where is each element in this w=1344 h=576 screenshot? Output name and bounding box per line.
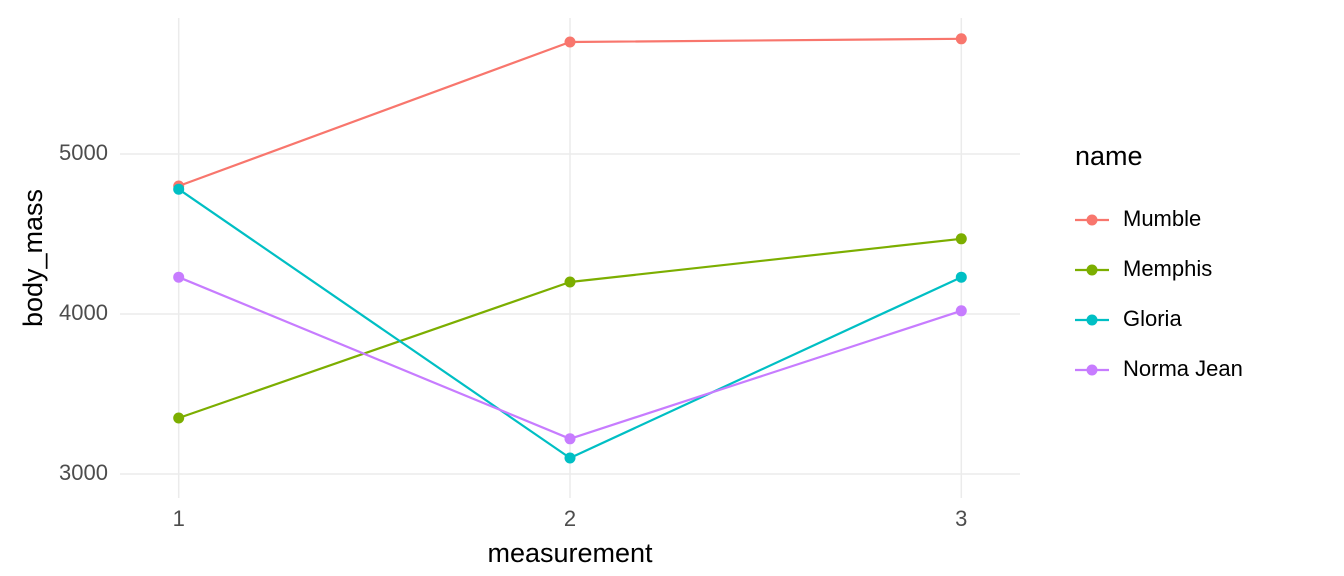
legend-label: Memphis <box>1123 256 1212 281</box>
legend-title: name <box>1075 141 1143 171</box>
legend-label: Norma Jean <box>1123 356 1243 381</box>
y-tick-label: 5000 <box>59 140 108 165</box>
y-axis-title: body_mass <box>18 189 48 327</box>
series-point <box>956 233 967 244</box>
series-point <box>565 37 576 48</box>
series-point <box>956 272 967 283</box>
series-point <box>565 433 576 444</box>
x-tick-label: 1 <box>173 506 185 531</box>
series-point <box>173 413 184 424</box>
series-point <box>956 305 967 316</box>
x-tick-label: 3 <box>955 506 967 531</box>
legend-label: Gloria <box>1123 306 1182 331</box>
series-point <box>565 453 576 464</box>
legend-label: Mumble <box>1123 206 1201 231</box>
y-tick-label: 4000 <box>59 300 108 325</box>
series-point <box>565 277 576 288</box>
series-point <box>956 33 967 44</box>
line-chart: 3000 4000 5000 1 2 3 measurement body_mass name M… <box>0 0 1344 576</box>
chart-svg: 3000 4000 5000 1 2 3 measurement body_mass name M… <box>0 0 1344 576</box>
series-point <box>173 272 184 283</box>
x-axis-title: measurement <box>487 538 653 568</box>
y-tick-label: 3000 <box>59 460 108 485</box>
series-point <box>173 184 184 195</box>
x-tick-label: 2 <box>564 506 576 531</box>
